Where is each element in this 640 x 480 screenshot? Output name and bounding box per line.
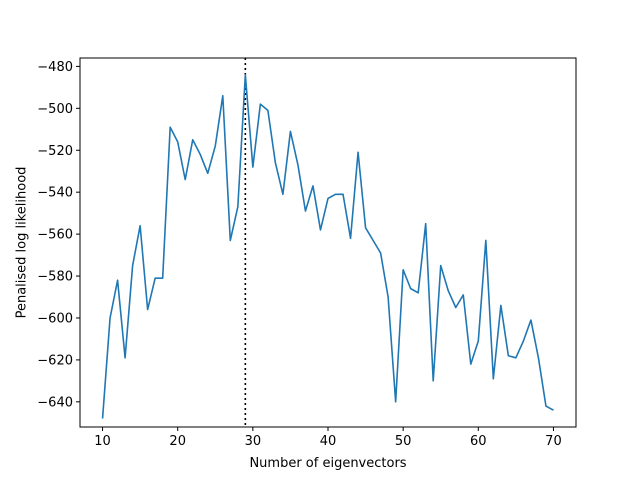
y-axis-label: Penalised log likelihood [15,167,30,319]
y-tick-label: −480 [37,60,73,75]
series-group [101,73,554,419]
y-tick-label: −580 [37,270,73,285]
x-tick-label: 40 [320,434,337,449]
y-tick-label: −500 [37,102,73,117]
x-axis-label: Number of eigenvectors [249,456,406,471]
x-tick-label: 70 [545,434,562,449]
x-tick-label: 50 [395,434,412,449]
x-tick-label: 20 [169,434,186,449]
y-tick-label: −620 [37,353,73,368]
x-axis-ticks: 10 20 30 40 50 60 70 [94,427,562,449]
y-tick-label: −560 [37,228,73,243]
x-tick-label: 30 [245,434,262,449]
y-tick-label: −640 [37,395,73,410]
series-line [101,73,554,419]
x-tick-label: 60 [470,434,487,449]
x-tick-label: 10 [94,434,111,449]
y-tick-label: −540 [37,186,73,201]
y-tick-label: −600 [37,311,73,326]
y-axis-ticks: −640 −620 −600 −580 −560 −540 −520 −500 −480 [37,60,80,410]
y-tick-label: −520 [37,144,73,159]
